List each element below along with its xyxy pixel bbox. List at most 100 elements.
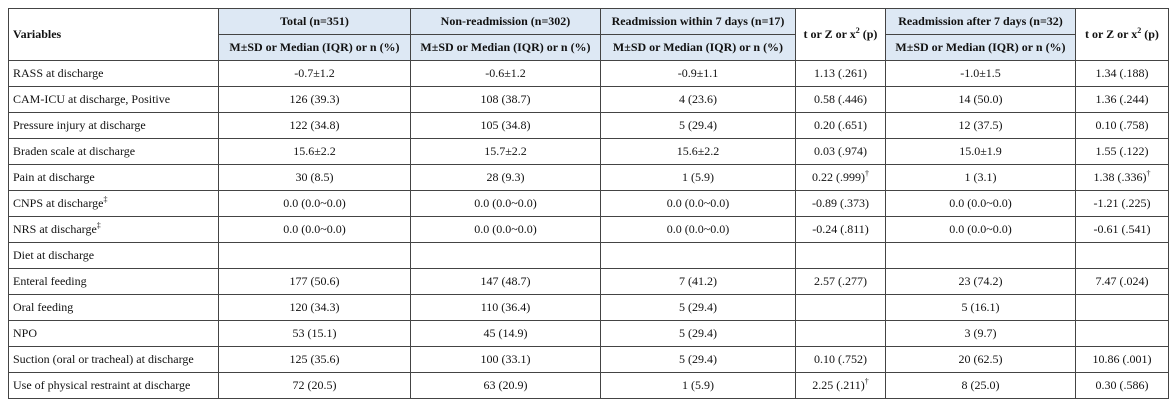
footnote-mark: ‡ bbox=[96, 221, 101, 230]
table-cell: 147 (48.7) bbox=[410, 268, 601, 295]
table-row: CAM-ICU at discharge, Positive 126 (39.3)… bbox=[8, 86, 1169, 113]
table-cell bbox=[795, 242, 886, 269]
table-cell: 0.10 (.758) bbox=[1075, 112, 1169, 139]
table-cell: 53 (15.1) bbox=[218, 320, 411, 347]
header-cell: Non-readmission (n=302) bbox=[410, 8, 601, 35]
table-cell: 1 (5.9) bbox=[600, 372, 796, 399]
table-row: Pain at discharge 30 (8.5) 28 (9.3) 1 (5.9)… bbox=[8, 164, 1169, 191]
table-cell: 15.6±2.2 bbox=[600, 138, 796, 165]
row-label: Pressure injury at discharge bbox=[8, 112, 219, 139]
table-row: NPO 53 (15.1) 45 (14.9) 5 (29.4) 3 (9.7) bbox=[8, 320, 1169, 347]
table-cell: 72 (20.5) bbox=[218, 372, 411, 399]
table-row: RASS at discharge -0.7±1.2 -0.6±1.2 -0.9±1.… bbox=[8, 60, 1169, 87]
row-label: Diet at discharge bbox=[8, 242, 219, 269]
table-cell: 0.22 (.999)† bbox=[795, 164, 886, 191]
table-cell: 5 (29.4) bbox=[600, 346, 796, 373]
table-cell: 15.0±1.9 bbox=[885, 138, 1076, 165]
table-cell bbox=[218, 242, 411, 269]
table-cell: 45 (14.9) bbox=[410, 320, 601, 347]
header-row: Variables Total (n=351) Non-readmission (n… bbox=[8, 8, 1169, 61]
table-cell: 1.34 (.188) bbox=[1075, 60, 1169, 87]
table-cell: 2.25 (.211)† bbox=[795, 372, 886, 399]
table-cell: -0.89 (.373) bbox=[795, 190, 886, 217]
table-cell: 0.30 (.586) bbox=[1075, 372, 1169, 399]
header-cell: t or Z or x2 (p) bbox=[1075, 8, 1169, 61]
table-cell bbox=[885, 242, 1076, 269]
table-cell: 100 (33.1) bbox=[410, 346, 601, 373]
cell-text: (p) bbox=[862, 27, 878, 41]
footnote-mark: ‡ bbox=[103, 195, 108, 204]
subheader-cell: M±SD or Median (IQR) or n (%) bbox=[218, 34, 411, 61]
table-cell: 0.0 (0.0~0.0) bbox=[885, 216, 1076, 243]
table-cell: 63 (20.9) bbox=[410, 372, 601, 399]
table-cell: 8 (25.0) bbox=[885, 372, 1076, 399]
table-cell: 122 (34.8) bbox=[218, 112, 411, 139]
table-cell: 2.57 (.277) bbox=[795, 268, 886, 295]
table-cell: 4 (23.6) bbox=[600, 86, 796, 113]
table-row: Braden scale at discharge 15.6±2.2 15.7±2.… bbox=[8, 138, 1169, 165]
table-cell: -1.21 (.225) bbox=[1075, 190, 1169, 217]
header-cell: t or Z or x2 (p) bbox=[795, 8, 886, 61]
table-cell: 23 (74.2) bbox=[885, 268, 1076, 295]
row-label: CNPS at discharge‡ bbox=[8, 190, 219, 217]
cell-text: (p) bbox=[1144, 27, 1159, 41]
table-cell: -0.61 (.541) bbox=[1075, 216, 1169, 243]
table-row: Use of physical restraint at discharge 72… bbox=[8, 372, 1169, 399]
header-cell: Readmission after 7 days (n=32) bbox=[885, 8, 1076, 35]
table-cell: 0.58 (.446) bbox=[795, 86, 886, 113]
table-cell: 15.7±2.2 bbox=[410, 138, 601, 165]
table-cell: 0.0 (0.0~0.0) bbox=[410, 190, 601, 217]
table-cell: 0.0 (0.0~0.0) bbox=[410, 216, 601, 243]
table-cell: 1.13 (.261) bbox=[795, 60, 886, 87]
table-cell bbox=[410, 242, 601, 269]
table-cell: 5 (29.4) bbox=[600, 294, 796, 321]
table-cell: 5 (16.1) bbox=[885, 294, 1076, 321]
table-cell: 28 (9.3) bbox=[410, 164, 601, 191]
table-cell bbox=[600, 242, 796, 269]
table-cell: 10.86 (.001) bbox=[1075, 346, 1169, 373]
header-cell: Readmission within 7 days (n=17) bbox=[600, 8, 796, 35]
table-row: Oral feeding 120 (34.3) 110 (36.4) 5 (29.4)… bbox=[8, 294, 1169, 321]
footnote-mark: † bbox=[864, 377, 869, 386]
table-cell: 0.0 (0.0~0.0) bbox=[218, 190, 411, 217]
cell-text: CNPS at discharge bbox=[13, 196, 104, 210]
table-cell: 0.0 (0.0~0.0) bbox=[885, 190, 1076, 217]
subheader-cell: M±SD or Median (IQR) or n (%) bbox=[885, 34, 1076, 61]
table-cell: 110 (36.4) bbox=[410, 294, 601, 321]
table-cell: 0.0 (0.0~0.0) bbox=[600, 216, 796, 243]
table-cell: 5 (29.4) bbox=[600, 320, 796, 347]
table-cell: 12 (37.5) bbox=[885, 112, 1076, 139]
table-cell: 0.0 (0.0~0.0) bbox=[600, 190, 796, 217]
cell-text: t or Z or x bbox=[1085, 27, 1138, 41]
table-row: NRS at discharge‡ 0.0 (0.0~0.0) 0.0 (0.0~0… bbox=[8, 216, 1169, 243]
row-label: Use of physical restraint at discharge bbox=[8, 372, 219, 399]
table-cell: 0.0 (0.0~0.0) bbox=[218, 216, 411, 243]
cell-text: t or Z or x bbox=[803, 27, 856, 41]
table-cell: 1 (5.9) bbox=[600, 164, 796, 191]
table-cell: 125 (35.6) bbox=[218, 346, 411, 373]
subheader-row: M±SD or Median (IQR) or n (%) M±SD or Med… bbox=[9, 34, 1169, 61]
row-label: CAM-ICU at discharge, Positive bbox=[8, 86, 219, 113]
table-cell: 108 (38.7) bbox=[410, 86, 601, 113]
row-label: Enteral feeding bbox=[8, 268, 219, 295]
table-cell: -1.0±1.5 bbox=[885, 60, 1076, 87]
table-row: CNPS at discharge‡ 0.0 (0.0~0.0) 0.0 (0.0~… bbox=[8, 190, 1169, 217]
table-header: Variables Total (n=351) Non-readmission (n… bbox=[8, 8, 1169, 61]
table-cell: 14 (50.0) bbox=[885, 86, 1076, 113]
row-label: Oral feeding bbox=[8, 294, 219, 321]
table-cell: 3 (9.7) bbox=[885, 320, 1076, 347]
footnote-mark: 2 bbox=[1137, 26, 1142, 35]
table-cell: 0.20 (.651) bbox=[795, 112, 886, 139]
table-cell: 126 (39.3) bbox=[218, 86, 411, 113]
row-label: NRS at discharge‡ bbox=[8, 216, 219, 243]
table-cell: 0.03 (.974) bbox=[795, 138, 886, 165]
table-cell: 177 (50.6) bbox=[218, 268, 411, 295]
table-cell: 15.6±2.2 bbox=[218, 138, 411, 165]
table-cell: 1.55 (.122) bbox=[1075, 138, 1169, 165]
table-cell: -0.7±1.2 bbox=[218, 60, 411, 87]
table-cell: -0.9±1.1 bbox=[600, 60, 796, 87]
subheader-cell: M±SD or Median (IQR) or n (%) bbox=[600, 34, 796, 61]
header-cell: Variables bbox=[8, 8, 219, 61]
table-cell: 120 (34.3) bbox=[218, 294, 411, 321]
